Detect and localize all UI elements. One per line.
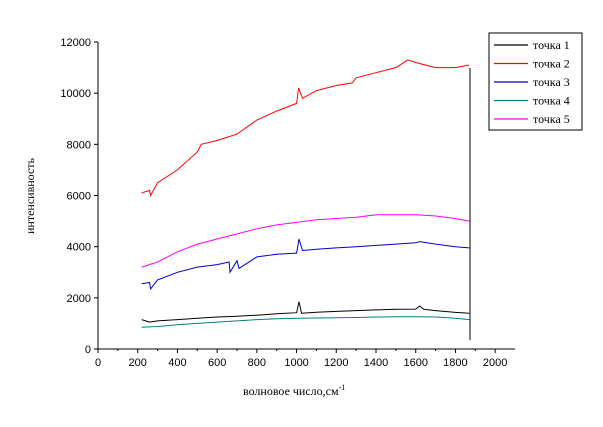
series-line-2 [141, 59, 470, 197]
y-tick-label: 12000 [60, 37, 91, 49]
x-axis-title-superscript: -1 [339, 383, 346, 392]
x-tick-label: 1000 [284, 357, 308, 369]
y-tick-label: 0 [85, 344, 91, 356]
series-line-1 [141, 301, 470, 323]
x-tick-label: 800 [248, 357, 266, 369]
x-ticks: 0 200 400 600 800 1000 1200 1400 1600 1800 2000 [95, 349, 507, 369]
legend-label-3: точка 3 [533, 75, 570, 89]
legend-label-4: точка 4 [533, 94, 570, 108]
legend-label-5: точка 5 [533, 112, 570, 126]
x-tick-label: 0 [95, 357, 101, 369]
x-tick-label: 1200 [324, 357, 348, 369]
y-tick-label: 4000 [67, 242, 91, 254]
legend: точка 1 точка 2 точка 3 точка 4 точка 5 [488, 32, 583, 131]
x-tick-label: 1600 [403, 357, 427, 369]
plot-area: 0 2000 4000 6000 8000 10000 12000 0 200 400 600 80… [60, 37, 515, 369]
series-lines [141, 59, 470, 328]
series-line-3 [141, 238, 470, 291]
x-tick-label: 400 [168, 357, 186, 369]
series-line-5 [141, 214, 470, 268]
y-axis-title: интенсивность [23, 157, 37, 234]
x-tick-label: 600 [208, 357, 226, 369]
y-tick-label: 10000 [60, 88, 91, 100]
x-tick-label: 200 [129, 357, 147, 369]
legend-items: точка 1 точка 2 точка 3 точка 4 точка 5 [494, 38, 570, 126]
x-tick-label: 1800 [443, 357, 467, 369]
x-tick-label: 2000 [483, 357, 507, 369]
legend-label-2: точка 2 [533, 57, 570, 71]
series-line-4 [141, 316, 470, 328]
x-axis-title: волновое число,см-1 [243, 383, 345, 398]
y-tick-label: 8000 [67, 139, 91, 151]
y-tick-label: 2000 [67, 293, 91, 305]
x-axis-title-main: волновое число,см [243, 384, 339, 398]
legend-label-1: точка 1 [533, 38, 570, 52]
x-tick-label: 1400 [364, 357, 388, 369]
y-tick-label: 6000 [67, 191, 91, 203]
y-ticks: 0 2000 4000 6000 8000 10000 12000 [60, 37, 98, 356]
